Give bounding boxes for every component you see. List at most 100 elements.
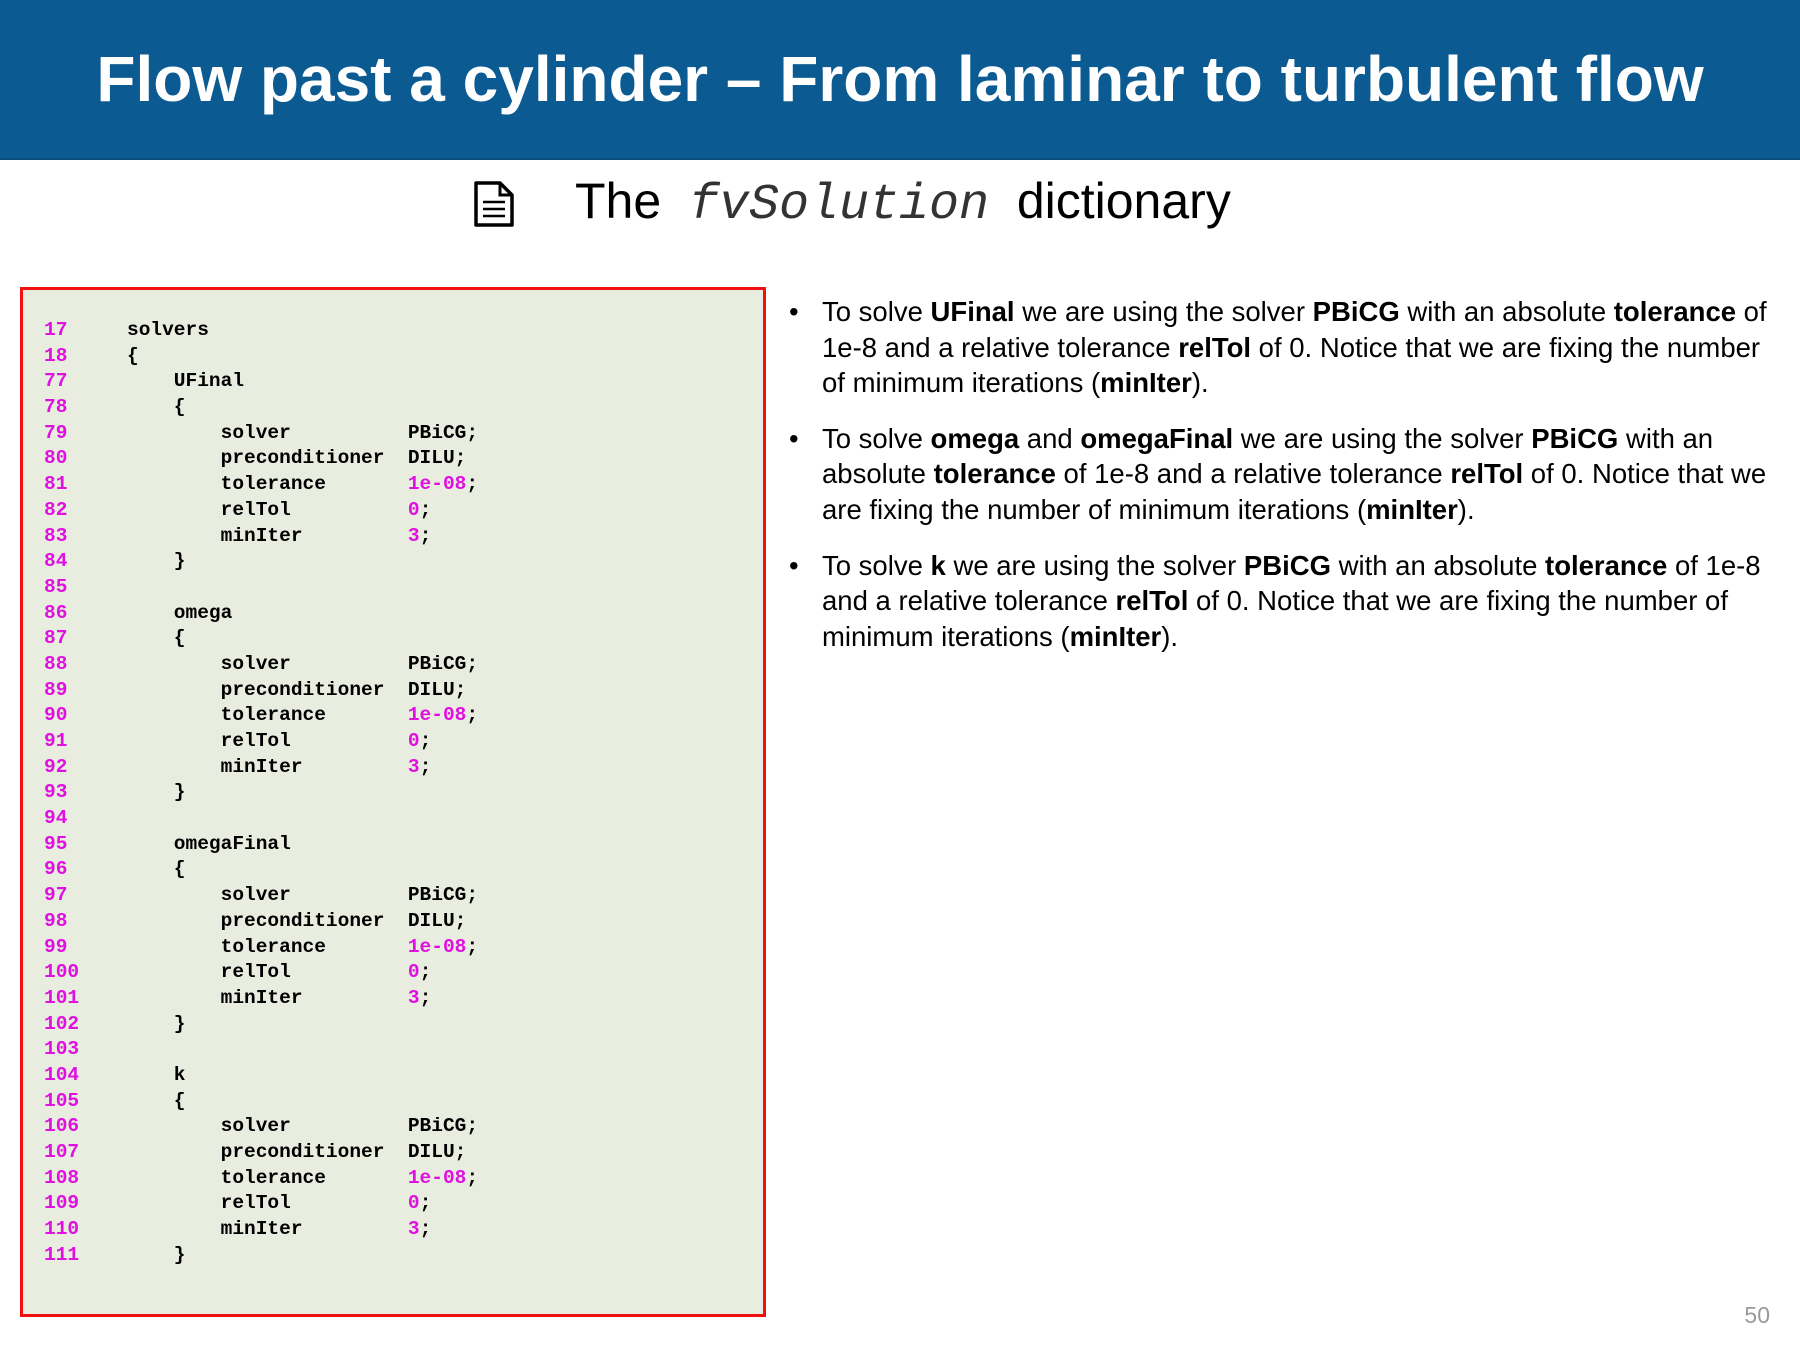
bold-text: PBiCG [1531, 422, 1619, 454]
line-number: 91 [44, 730, 68, 752]
code-text: tolerance [127, 1166, 408, 1189]
code-number: 1e-08 [407, 473, 467, 496]
code-line: 79 solver PBiCG; [44, 421, 478, 447]
bold-text: minIter [1366, 493, 1458, 525]
code-line: 88 solver PBiCG; [44, 652, 478, 678]
code-line: 17 solvers [44, 318, 478, 344]
code-line: 95 omegaFinal [44, 832, 478, 858]
code-text: { [127, 344, 139, 367]
code-line: 102 } [44, 1012, 478, 1038]
code-text: ; [466, 935, 479, 958]
bullet: To solve omega and omegaFinal we are usi… [789, 421, 1789, 528]
code-text: tolerance [127, 704, 408, 727]
code-text: ; [466, 704, 479, 727]
code-box [20, 287, 766, 1317]
text: we are using the solver [1233, 422, 1532, 454]
text: To solve [822, 422, 931, 454]
subtitle: The fvSolution dictionary [575, 172, 1231, 234]
code-text: preconditioner DILU; [127, 678, 467, 701]
text: and [1019, 422, 1081, 454]
text: of 1e-8 and a relative tolerance [822, 296, 1767, 363]
code-text: preconditioner DILU; [127, 447, 467, 470]
slide-title: Flow past a cylinder – From laminar to t… [96, 43, 1704, 115]
code-text: ; [466, 473, 479, 496]
bold-text: omegaFinal [1080, 422, 1234, 454]
code-line: 104 k [44, 1063, 478, 1089]
code-number: 1e-08 [407, 1166, 467, 1189]
line-number: 93 [44, 781, 68, 804]
line-number: 84 [44, 550, 68, 573]
code-line: 107 preconditioner DILU; [44, 1140, 478, 1166]
line-number: 99 [44, 935, 68, 958]
document-icon [474, 181, 514, 227]
line-number: 111 [44, 1243, 80, 1266]
bullet: To solve k we are using the solver PBiCG… [789, 548, 1789, 655]
code-line: 108 tolerance 1e-08; [44, 1166, 478, 1192]
code-line: 94 [44, 806, 478, 832]
page-number: 50 [1744, 1302, 1770, 1328]
text: with an absolute [1331, 549, 1546, 581]
text: ). [1457, 493, 1475, 525]
code-text: solver PBiCG; [127, 421, 479, 444]
line-number: 101 [44, 986, 80, 1009]
bold-text: tolerance [1613, 296, 1737, 327]
code-text: ; [419, 961, 432, 984]
code-line: 83 minIter 3; [44, 524, 478, 550]
line-number: 108 [44, 1166, 80, 1189]
bullet-list: To solve UFinal we are using the solver … [789, 294, 1789, 674]
code-number: 0 [407, 961, 420, 984]
code-text: } [127, 1012, 186, 1035]
code-line: 18 { [44, 344, 478, 370]
code-number: 0 [407, 498, 420, 521]
text: with an absolute [1399, 296, 1614, 327]
code-text: minIter [127, 755, 408, 778]
code-line: 89 preconditioner DILU; [44, 678, 478, 704]
code-text: { [127, 858, 186, 881]
code-line: 85 [44, 575, 478, 601]
line-number: 86 [44, 601, 68, 624]
line-number: 106 [44, 1115, 80, 1138]
code-line: 91 relTol 0; [44, 729, 478, 755]
code-line: 106 solver PBiCG; [44, 1114, 478, 1140]
code-line: 109 relTol 0; [44, 1191, 478, 1217]
code-text: solver PBiCG; [127, 884, 479, 907]
code-text: omegaFinal [127, 832, 291, 855]
bullet: To solve UFinal we are using the solver … [789, 294, 1789, 401]
code-line: 110 minIter 3; [44, 1217, 478, 1243]
code-number: 0 [407, 1192, 420, 1215]
code-line: 78 { [44, 395, 478, 421]
code-line: 93 } [44, 780, 478, 806]
code-text: solver PBiCG; [127, 652, 479, 675]
line-number: 87 [44, 627, 68, 650]
line-number: 78 [44, 396, 68, 419]
code-text: solvers [127, 319, 209, 341]
line-number: 90 [44, 704, 68, 727]
line-number: 88 [44, 652, 68, 675]
code-number: 1e-08 [407, 935, 467, 958]
text: of 0. Notice that we are fixing the numb… [822, 585, 1728, 652]
text: of 0. Notice that we are fixing the numb… [822, 331, 1761, 399]
text: ). [1191, 367, 1209, 399]
code-line: 101 minIter 3; [44, 986, 478, 1012]
code-line: 82 relTol 0; [44, 498, 478, 524]
bold-text: minIter [1069, 620, 1162, 652]
code-number: 3 [407, 755, 420, 778]
line-number: 109 [44, 1192, 80, 1215]
code-line: 105 { [44, 1089, 478, 1115]
text: ). [1161, 620, 1179, 652]
text: we are using the solver [945, 549, 1244, 581]
bold-text: k [930, 549, 946, 581]
text: with an absolute [822, 422, 1714, 490]
code-text: ; [419, 498, 432, 521]
line-number: 77 [44, 370, 68, 393]
bold-text: minIter [1100, 367, 1192, 399]
code-number: 3 [407, 524, 420, 547]
code-line: 84 } [44, 549, 478, 575]
code-line: 86 omega [44, 601, 478, 627]
line-number: 83 [44, 524, 68, 547]
text: of 1e-8 and a relative tolerance [1055, 458, 1451, 490]
code-line: 92 minIter 3; [44, 755, 478, 781]
line-number: 103 [44, 1038, 80, 1061]
code-line: 103 [44, 1037, 478, 1063]
